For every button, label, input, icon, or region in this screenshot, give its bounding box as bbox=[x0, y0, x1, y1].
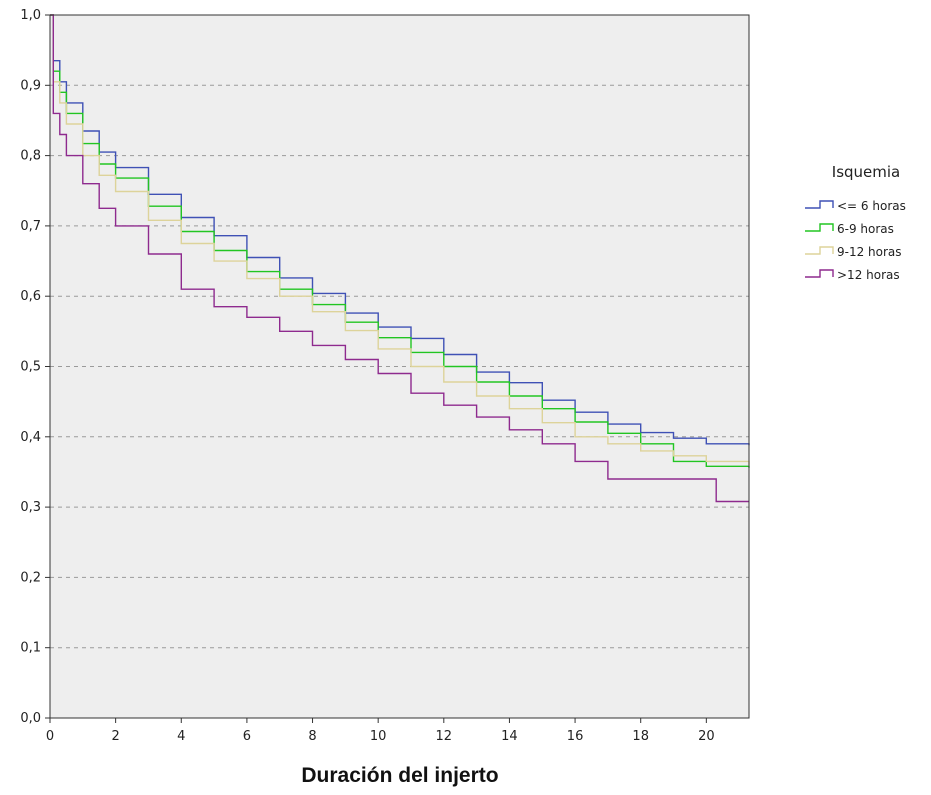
series-line-3 bbox=[50, 14, 750, 465]
y-tick-label: 0,8 bbox=[20, 149, 41, 164]
series-line-4 bbox=[50, 14, 749, 503]
y-tick-label: 0,0 bbox=[20, 711, 41, 726]
y-tick-label: 0,3 bbox=[20, 500, 41, 515]
x-tick-label: 2 bbox=[111, 729, 119, 744]
y-tick-label: 0,4 bbox=[20, 430, 41, 445]
series-line-2 bbox=[50, 14, 750, 468]
x-axis: 0 2 4 6 8 10 12 14 16 18 20 bbox=[46, 718, 715, 744]
legend-swatch bbox=[805, 223, 834, 232]
x-tick-label: 14 bbox=[501, 729, 518, 744]
x-tick-label: 16 bbox=[567, 729, 584, 744]
x-axis-label: Duración del injerto bbox=[301, 764, 498, 787]
y-tick-label: 0,5 bbox=[20, 360, 41, 375]
x-tick-label: 8 bbox=[308, 729, 316, 744]
y-tick-label: 0,2 bbox=[20, 570, 41, 585]
x-tick-label: 10 bbox=[370, 729, 387, 744]
y-tick-label: 0,1 bbox=[20, 641, 41, 656]
legend-swatch bbox=[805, 200, 834, 209]
x-tick-label: 4 bbox=[177, 729, 185, 744]
x-tick-label: 18 bbox=[632, 729, 649, 744]
x-tick-label: 12 bbox=[436, 729, 453, 744]
legend-swatch bbox=[805, 246, 834, 255]
y-axis: 0,0 0,1 0,2 0,3 0,4 0,5 0,6 0,7 0,8 0,9 1,0 bbox=[20, 8, 50, 726]
y-tick-label: 1,0 bbox=[20, 8, 41, 23]
legend-title: Isquemia bbox=[832, 163, 900, 181]
x-tick-label: 0 bbox=[46, 729, 54, 744]
legend-label: <= 6 horas bbox=[837, 199, 906, 213]
legend-label: 9-12 horas bbox=[837, 245, 902, 259]
legend-label: 6-9 horas bbox=[837, 222, 894, 236]
x-tick-label: 20 bbox=[698, 729, 715, 744]
legend-swatch bbox=[805, 269, 834, 278]
y-tick-label: 0,9 bbox=[20, 78, 41, 93]
series-group bbox=[50, 14, 750, 503]
x-tick-label: 6 bbox=[243, 729, 251, 744]
y-tick-label: 0,6 bbox=[20, 289, 41, 304]
series-line-1 bbox=[50, 14, 750, 446]
y-tick-label: 0,7 bbox=[20, 219, 41, 234]
legend-label: >12 horas bbox=[837, 268, 900, 282]
legend: Isquemia <= 6 horas 6-9 horas 9-12 horas >1… bbox=[805, 163, 906, 282]
plot-background bbox=[50, 15, 749, 718]
